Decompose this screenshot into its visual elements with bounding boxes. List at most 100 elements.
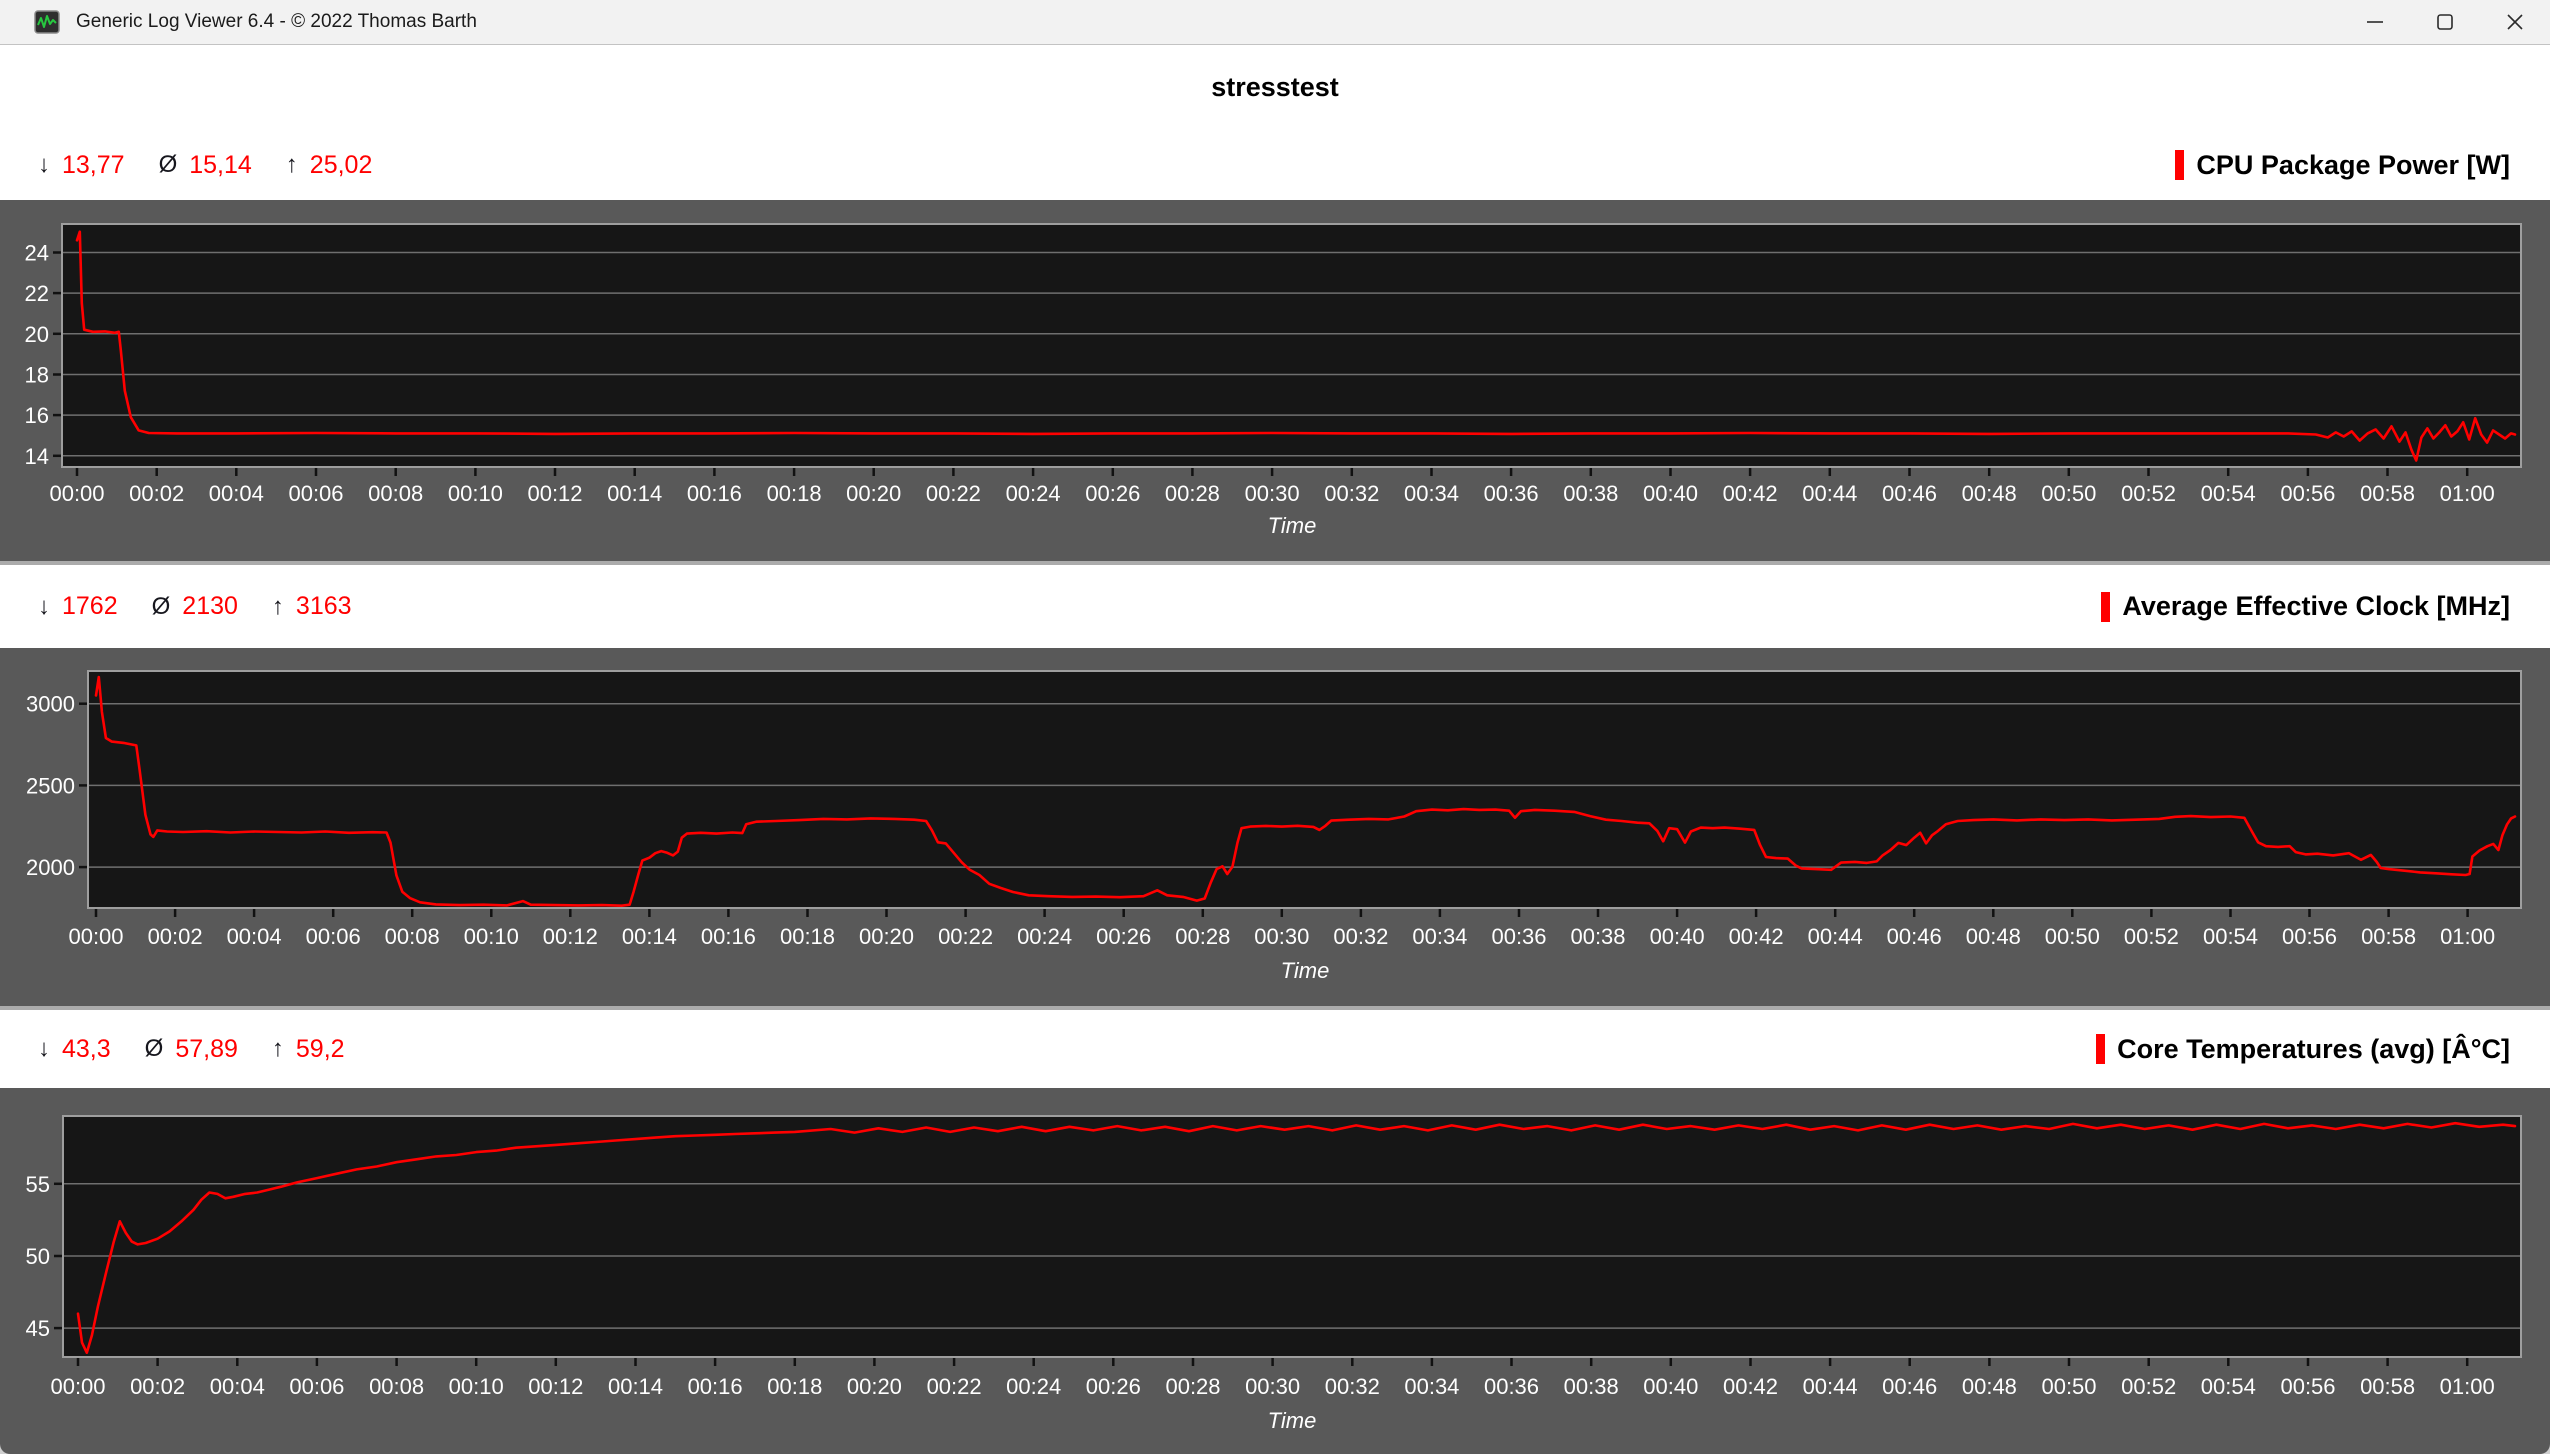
svg-text:00:32: 00:32: [1324, 481, 1379, 506]
svg-text:00:04: 00:04: [209, 481, 264, 506]
chart-core-temperatures[interactable]: 45 50 55 00:00 00:02 00:04 00:06 00:08 00:10 00:1…: [0, 1088, 2550, 1454]
stat-avg: Ø 15,14: [159, 151, 252, 180]
svg-text:00:28: 00:28: [1175, 924, 1230, 949]
svg-text:00:20: 00:20: [859, 924, 914, 949]
svg-text:00:22: 00:22: [938, 924, 993, 949]
svg-text:00:28: 00:28: [1165, 481, 1220, 506]
stat-avg: Ø 57,89: [145, 1035, 238, 1064]
svg-text:00:42: 00:42: [1723, 481, 1778, 506]
svg-text:00:02: 00:02: [129, 481, 184, 506]
svg-text:2000: 2000: [26, 855, 75, 880]
svg-text:00:12: 00:12: [528, 1374, 583, 1399]
svg-text:00:10: 00:10: [449, 1374, 504, 1399]
svg-text:00:58: 00:58: [2360, 481, 2415, 506]
svg-text:00:34: 00:34: [1404, 1374, 1459, 1399]
svg-text:00:46: 00:46: [1887, 924, 1942, 949]
svg-text:00:02: 00:02: [148, 924, 203, 949]
svg-text:00:54: 00:54: [2201, 1374, 2256, 1399]
svg-text:00:36: 00:36: [1491, 924, 1546, 949]
svg-text:00:38: 00:38: [1564, 1374, 1619, 1399]
svg-text:00:14: 00:14: [622, 924, 677, 949]
avg-value: 15,14: [189, 150, 252, 179]
chart-average-effective-clock[interactable]: 2000 2500 3000 00:00 00:02 00:04 00:06 00:08 00:…: [0, 648, 2550, 1006]
svg-text:00:18: 00:18: [767, 1374, 822, 1399]
svg-text:00:04: 00:04: [210, 1374, 265, 1399]
plot-area[interactable]: 14 16 18 20 22 24 00:00 00:02 00:04 00:06 00:08 00:…: [0, 200, 2550, 561]
svg-text:00:20: 00:20: [846, 481, 901, 506]
legend-color-bar: [2096, 1034, 2106, 1064]
svg-text:00:18: 00:18: [767, 481, 822, 506]
log-title: stresstest: [1211, 72, 1339, 102]
close-button[interactable]: [2480, 0, 2550, 44]
max-arrow-icon: ↑: [271, 1035, 284, 1062]
svg-text:00:42: 00:42: [1729, 924, 1784, 949]
svg-text:00:34: 00:34: [1404, 481, 1459, 506]
svg-text:00:12: 00:12: [543, 924, 598, 949]
svg-text:00:14: 00:14: [607, 481, 662, 506]
svg-text:22: 22: [25, 281, 49, 306]
chart-title-group-temperature: Core Temperatures (avg) [Â°C]: [2096, 1034, 2510, 1065]
svg-text:00:50: 00:50: [2041, 481, 2096, 506]
svg-text:00:44: 00:44: [1808, 924, 1863, 949]
svg-text:00:42: 00:42: [1723, 1374, 1778, 1399]
app-icon[interactable]: [34, 9, 60, 35]
svg-text:00:30: 00:30: [1245, 1374, 1300, 1399]
plot-area[interactable]: 45 50 55 00:00 00:02 00:04 00:06 00:08 00:10 00:1…: [0, 1088, 2550, 1454]
svg-text:00:28: 00:28: [1165, 1374, 1220, 1399]
svg-text:00:16: 00:16: [688, 1374, 743, 1399]
svg-text:00:26: 00:26: [1096, 924, 1151, 949]
svg-text:00:10: 00:10: [464, 924, 519, 949]
svg-text:00:22: 00:22: [926, 481, 981, 506]
svg-text:01:00: 01:00: [2440, 924, 2495, 949]
maximize-button[interactable]: [2410, 0, 2480, 44]
svg-text:00:18: 00:18: [780, 924, 835, 949]
svg-text:00:36: 00:36: [1484, 481, 1539, 506]
svg-text:00:12: 00:12: [527, 481, 582, 506]
max-arrow-icon: ↑: [285, 151, 298, 178]
svg-text:3000: 3000: [26, 692, 75, 717]
chart-title-power: CPU Package Power [W]: [2196, 149, 2510, 180]
max-value: 3163: [295, 592, 352, 620]
svg-text:00:08: 00:08: [369, 1374, 424, 1399]
svg-text:00:54: 00:54: [2203, 924, 2258, 949]
svg-text:00:06: 00:06: [289, 1374, 344, 1399]
svg-text:00:46: 00:46: [1882, 481, 1937, 506]
svg-text:55: 55: [26, 1172, 50, 1197]
svg-text:00:38: 00:38: [1563, 481, 1618, 506]
title-bar: Generic Log Viewer 6.4 - © 2022 Thomas B…: [0, 0, 2550, 45]
max-value: 59,2: [295, 1034, 345, 1063]
minimize-button[interactable]: [2340, 0, 2410, 44]
svg-text:00:48: 00:48: [1966, 924, 2021, 949]
close-icon: [2507, 14, 2523, 30]
svg-text:00:08: 00:08: [385, 924, 440, 949]
stat-max: ↑ 25,02: [286, 151, 373, 180]
stats-band-power: ↓ 13,77 Ø 15,14 ↑ 25,02 CPU Package Powe…: [0, 130, 2550, 200]
plot-area[interactable]: 2000 2500 3000 00:00 00:02 00:04 00:06 00:08 00:…: [0, 648, 2550, 1006]
svg-text:00:26: 00:26: [1085, 481, 1140, 506]
stats-power: ↓ 13,77 Ø 15,14 ↑ 25,02: [38, 151, 372, 180]
chart-title-group-clock: Average Effective Clock [MHz]: [2101, 591, 2510, 622]
svg-text:00:24: 00:24: [1017, 924, 1072, 949]
stat-min: ↓ 13,77: [38, 151, 125, 180]
svg-text:00:52: 00:52: [2124, 924, 2179, 949]
stat-min: ↓ 43,3: [38, 1035, 111, 1064]
min-value: 13,77: [62, 150, 125, 179]
svg-text:00:44: 00:44: [1802, 481, 1857, 506]
svg-text:00:16: 00:16: [687, 481, 742, 506]
min-arrow-icon: ↓: [38, 592, 50, 620]
log-header: stresstest: [0, 45, 2550, 130]
avg-symbol-icon: Ø: [151, 592, 171, 620]
svg-text:45: 45: [26, 1316, 50, 1341]
chart-cpu-package-power[interactable]: 14 16 18 20 22 24 00:00 00:02 00:04 00:06 00:08 00:…: [0, 200, 2550, 561]
svg-text:00:26: 00:26: [1086, 1374, 1141, 1399]
svg-text:00:32: 00:32: [1325, 1374, 1380, 1399]
svg-text:2500: 2500: [26, 773, 75, 798]
stats-band-clock: ↓ 1762 Ø 2130 ↑ 3163 Average Effective C…: [0, 565, 2550, 648]
svg-text:00:24: 00:24: [1006, 1374, 1061, 1399]
svg-text:00:50: 00:50: [2041, 1374, 2096, 1399]
svg-text:Time: Time: [1268, 1408, 1317, 1433]
svg-text:16: 16: [25, 403, 49, 428]
svg-text:00:40: 00:40: [1643, 481, 1698, 506]
panel-separator: [0, 561, 2550, 565]
